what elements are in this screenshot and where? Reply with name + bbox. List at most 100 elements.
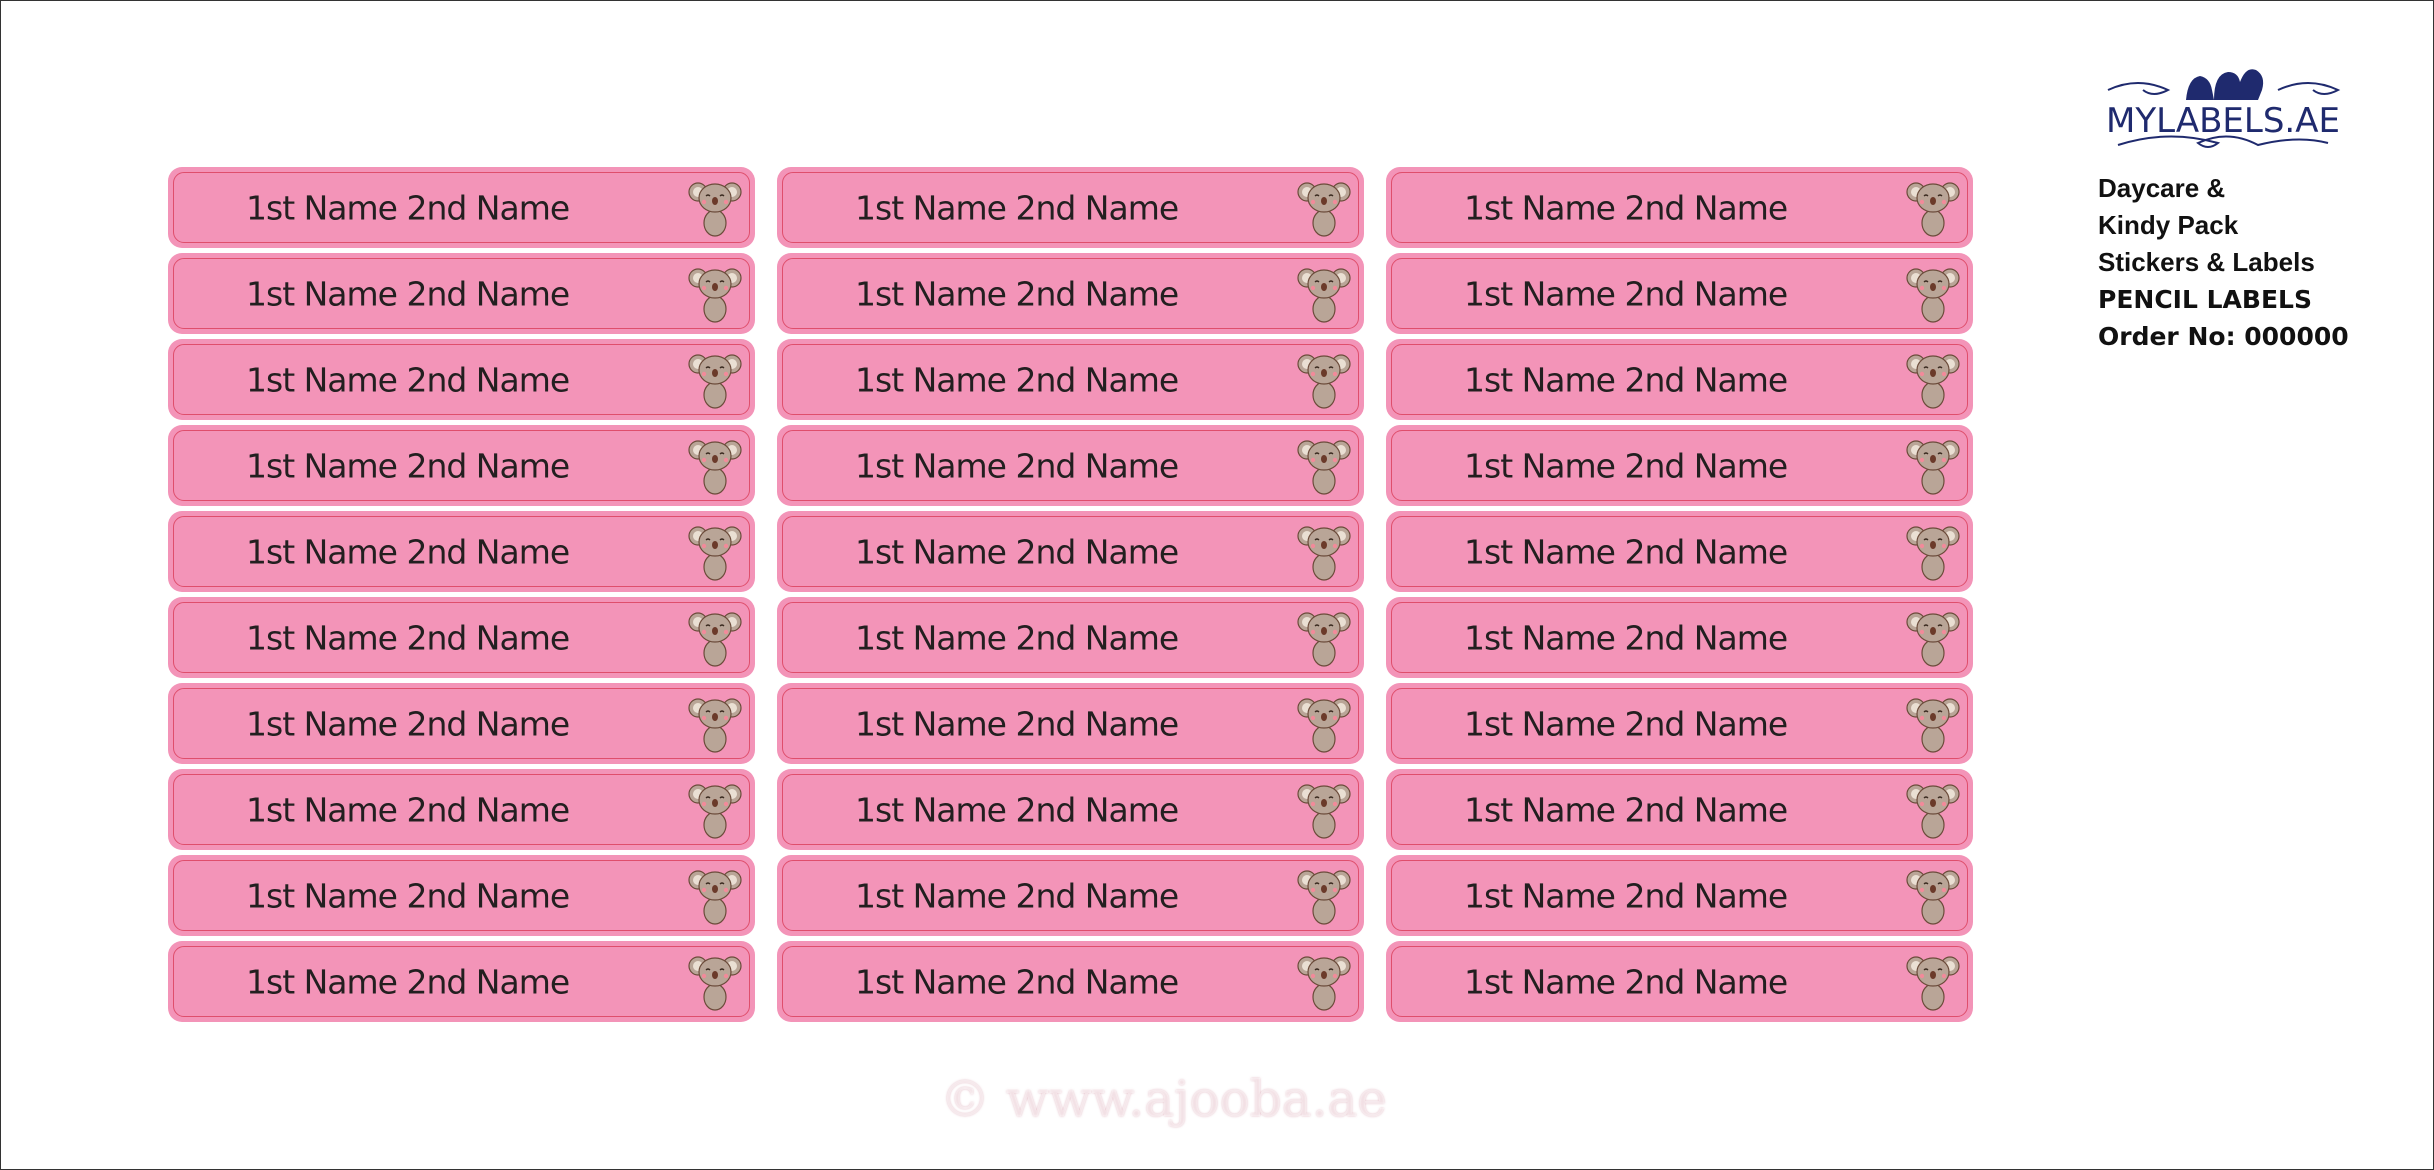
name-label: 1st Name 2nd Name [168,425,755,506]
koala-icon [687,262,743,326]
label-name-text: 1st Name 2nd Name [246,618,570,657]
label-name-text: 1st Name 2nd Name [855,532,1179,571]
label-border: 1st Name 2nd Name [782,258,1359,329]
label-border: 1st Name 2nd Name [173,774,750,845]
label-border: 1st Name 2nd Name [782,602,1359,673]
logo-text: MYLABELS.AE [2106,101,2340,141]
koala-icon [1296,606,1352,670]
koala-icon [1296,176,1352,240]
koala-icon [687,348,743,412]
label-border: 1st Name 2nd Name [782,946,1359,1017]
name-label: 1st Name 2nd Name [777,339,1364,420]
label-name-text: 1st Name 2nd Name [855,962,1179,1001]
label-border: 1st Name 2nd Name [1391,430,1968,501]
koala-icon [1905,262,1961,326]
koala-icon [1905,520,1961,584]
koala-icon [1296,864,1352,928]
name-label: 1st Name 2nd Name [777,941,1364,1022]
koala-icon [687,520,743,584]
name-label: 1st Name 2nd Name [777,855,1364,936]
label-border: 1st Name 2nd Name [782,516,1359,587]
name-label: 1st Name 2nd Name [1386,511,1973,592]
name-label: 1st Name 2nd Name [168,511,755,592]
label-name-text: 1st Name 2nd Name [246,446,570,485]
label-border: 1st Name 2nd Name [1391,344,1968,415]
koala-icon [1296,692,1352,756]
label-name-text: 1st Name 2nd Name [1464,962,1788,1001]
label-border: 1st Name 2nd Name [1391,172,1968,243]
name-label: 1st Name 2nd Name [1386,941,1973,1022]
koala-icon [1296,778,1352,842]
koala-icon [1905,176,1961,240]
label-border: 1st Name 2nd Name [173,430,750,501]
label-name-text: 1st Name 2nd Name [246,962,570,1001]
name-label: 1st Name 2nd Name [168,855,755,936]
label-name-text: 1st Name 2nd Name [1464,618,1788,657]
info-line-3: Stickers & Labels [2098,247,2315,277]
label-name-text: 1st Name 2nd Name [1464,790,1788,829]
koala-icon [687,778,743,842]
name-label: 1st Name 2nd Name [777,511,1364,592]
name-label: 1st Name 2nd Name [1386,167,1973,248]
label-border: 1st Name 2nd Name [782,774,1359,845]
name-label: 1st Name 2nd Name [1386,253,1973,334]
koala-icon [687,606,743,670]
label-name-text: 1st Name 2nd Name [246,360,570,399]
label-border: 1st Name 2nd Name [173,602,750,673]
koala-icon [687,950,743,1014]
koala-icon [1296,520,1352,584]
label-border: 1st Name 2nd Name [782,688,1359,759]
label-border: 1st Name 2nd Name [1391,258,1968,329]
koala-icon [1905,434,1961,498]
label-name-text: 1st Name 2nd Name [855,274,1179,313]
koala-icon [687,434,743,498]
label-name-text: 1st Name 2nd Name [1464,360,1788,399]
info-line-1: Daycare & [2098,173,2226,203]
name-label: 1st Name 2nd Name [168,167,755,248]
name-label: 1st Name 2nd Name [777,769,1364,850]
name-label: 1st Name 2nd Name [168,253,755,334]
koala-icon [1296,348,1352,412]
label-name-text: 1st Name 2nd Name [855,704,1179,743]
label-name-text: 1st Name 2nd Name [855,790,1179,829]
label-border: 1st Name 2nd Name [173,516,750,587]
label-name-text: 1st Name 2nd Name [855,188,1179,227]
name-label: 1st Name 2nd Name [168,941,755,1022]
name-label: 1st Name 2nd Name [168,769,755,850]
koala-icon [1905,778,1961,842]
koala-icon [1905,348,1961,412]
name-label: 1st Name 2nd Name [1386,425,1973,506]
watermark: © www.ajooba.ae [940,1070,1387,1128]
label-border: 1st Name 2nd Name [782,860,1359,931]
label-border: 1st Name 2nd Name [173,688,750,759]
label-border: 1st Name 2nd Name [1391,860,1968,931]
name-label: 1st Name 2nd Name [777,683,1364,764]
koala-icon [1296,262,1352,326]
label-border: 1st Name 2nd Name [782,430,1359,501]
name-label: 1st Name 2nd Name [1386,683,1973,764]
label-name-text: 1st Name 2nd Name [1464,446,1788,485]
koala-icon [687,176,743,240]
label-name-text: 1st Name 2nd Name [1464,876,1788,915]
koala-icon [1905,606,1961,670]
label-border: 1st Name 2nd Name [173,860,750,931]
label-name-text: 1st Name 2nd Name [246,790,570,829]
name-label: 1st Name 2nd Name [1386,597,1973,678]
label-name-text: 1st Name 2nd Name [855,876,1179,915]
mylabels-logo: MYLABELS.AE [2106,69,2341,148]
label-name-text: 1st Name 2nd Name [246,876,570,915]
name-label: 1st Name 2nd Name [168,683,755,764]
label-name-text: 1st Name 2nd Name [855,360,1179,399]
label-border: 1st Name 2nd Name [173,172,750,243]
label-name-text: 1st Name 2nd Name [246,274,570,313]
name-label: 1st Name 2nd Name [1386,855,1973,936]
product-title: PENCIL LABELS [2098,285,2312,314]
label-border: 1st Name 2nd Name [173,258,750,329]
koala-icon [1905,864,1961,928]
label-name-text: 1st Name 2nd Name [855,446,1179,485]
label-name-text: 1st Name 2nd Name [246,704,570,743]
label-sheet: 1st Name 2nd Name 1st Name 2nd Name 1st Na… [168,167,1973,1022]
label-border: 1st Name 2nd Name [1391,516,1968,587]
koala-icon [1296,950,1352,1014]
label-border: 1st Name 2nd Name [1391,688,1968,759]
